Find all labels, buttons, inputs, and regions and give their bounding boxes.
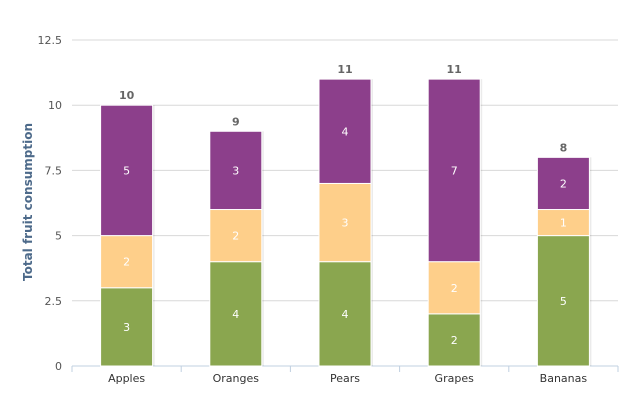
bar-total-label: 11 (447, 63, 462, 76)
segment-value-label: 2 (123, 256, 130, 269)
x-category-label: Apples (108, 372, 145, 385)
segment-value-label: 2 (451, 282, 458, 295)
bar-segment[interactable] (100, 104, 154, 237)
bar-total-label: 9 (232, 115, 240, 128)
bar-total-label: 11 (337, 63, 352, 76)
y-tick-label: 10 (48, 99, 62, 112)
segment-value-label: 2 (560, 177, 567, 190)
bar-segment[interactable] (536, 209, 590, 237)
bar-total-label: 10 (119, 89, 135, 102)
bar-segment[interactable] (209, 130, 263, 211)
bar-segment[interactable] (427, 313, 481, 367)
bar-segment[interactable] (427, 78, 481, 263)
bar-segment[interactable] (318, 261, 372, 367)
x-category-label: Pears (330, 372, 360, 385)
bar-segment[interactable] (318, 78, 372, 184)
x-category-label: Oranges (213, 372, 260, 385)
y-tick-label: 2.5 (45, 295, 63, 308)
bar-segment[interactable] (100, 287, 154, 367)
bar-segment[interactable] (427, 261, 481, 315)
segment-value-label: 7 (451, 164, 458, 177)
segment-value-label: 2 (451, 334, 458, 347)
segment-value-label: 1 (560, 217, 567, 230)
segment-value-label: 3 (123, 321, 130, 334)
bar-total-label: 8 (560, 141, 568, 154)
segment-value-label: 5 (560, 295, 567, 308)
x-category-label: Bananas (540, 372, 588, 385)
y-tick-label: 7.5 (45, 164, 63, 177)
y-tick-label: 12.5 (38, 34, 63, 47)
segment-value-label: 3 (232, 164, 239, 177)
bar-segment[interactable] (536, 235, 590, 367)
y-tick-label: 5 (55, 230, 62, 243)
segment-value-label: 4 (342, 125, 349, 138)
segment-value-label: 4 (232, 308, 239, 321)
bar-segment[interactable] (536, 156, 590, 211)
segment-value-label: 4 (342, 308, 349, 321)
segment-value-label: 5 (123, 164, 130, 177)
bar-segment[interactable] (209, 209, 263, 263)
y-tick-label: 0 (55, 360, 62, 373)
segment-value-label: 2 (232, 230, 239, 243)
y-axis-title: Total fruit consumption (21, 123, 35, 281)
segment-value-label: 3 (342, 217, 349, 230)
x-category-label: Grapes (435, 372, 475, 385)
